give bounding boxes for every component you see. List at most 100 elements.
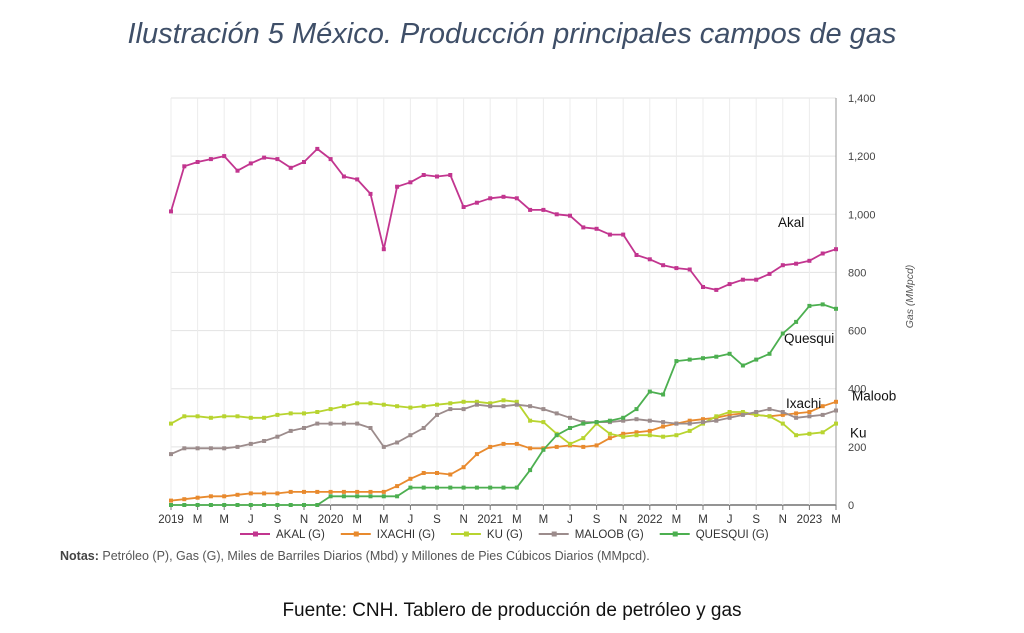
x-tick-label: 2023 xyxy=(797,514,823,526)
data-point xyxy=(169,503,173,507)
data-point xyxy=(288,165,293,170)
data-point xyxy=(767,407,772,412)
x-tick-label: S xyxy=(433,514,441,526)
data-point xyxy=(195,495,200,500)
data-point xyxy=(687,267,692,272)
data-point xyxy=(222,446,227,451)
data-point xyxy=(514,485,519,490)
data-point xyxy=(222,503,227,507)
data-point xyxy=(661,424,666,429)
data-point xyxy=(421,485,426,490)
x-tick-label: M xyxy=(379,514,389,526)
legend-item[interactable]: QUESQUI (G) xyxy=(659,529,769,541)
data-point xyxy=(275,503,280,507)
data-point xyxy=(541,447,546,452)
legend-swatch-marker xyxy=(253,531,258,537)
data-point xyxy=(341,489,346,494)
data-point xyxy=(727,415,732,420)
data-point xyxy=(767,271,772,276)
axes xyxy=(170,98,837,510)
data-point xyxy=(381,402,386,407)
x-tick-label: M xyxy=(352,514,362,526)
y-tick-label: 200 xyxy=(848,442,866,454)
data-point xyxy=(288,489,293,494)
legend-label: MALOOB (G) xyxy=(575,529,644,541)
data-point xyxy=(248,503,253,507)
x-tick-label: 2020 xyxy=(318,514,344,526)
data-point xyxy=(647,257,652,262)
data-point xyxy=(834,399,838,404)
data-point xyxy=(208,503,213,507)
data-point xyxy=(807,431,812,436)
data-point xyxy=(488,485,493,490)
data-point xyxy=(554,212,559,217)
data-point xyxy=(794,411,799,416)
data-point xyxy=(222,494,227,499)
data-point xyxy=(182,497,187,502)
y-tick-label: 600 xyxy=(848,326,866,338)
data-point xyxy=(740,410,745,414)
data-point xyxy=(355,421,360,426)
data-point xyxy=(408,405,413,410)
data-point xyxy=(501,441,506,446)
legend-item[interactable]: IXACHI (G) xyxy=(340,529,435,541)
legend-item[interactable]: AKAL (G) xyxy=(240,529,325,541)
y-tick-label: 400 xyxy=(848,384,866,396)
x-tick-label: 2022 xyxy=(637,514,663,526)
data-point xyxy=(395,184,400,189)
data-point xyxy=(514,196,519,201)
data-point xyxy=(381,247,386,252)
data-point xyxy=(288,411,293,416)
legend-label: AKAL (G) xyxy=(276,529,325,541)
data-point xyxy=(169,209,173,214)
data-point xyxy=(754,357,759,362)
data-point xyxy=(448,485,453,490)
data-point xyxy=(315,146,320,151)
end-label-maloob: Maloob xyxy=(852,389,896,404)
data-point xyxy=(820,251,825,256)
data-point xyxy=(647,433,652,438)
x-tick-label: N xyxy=(619,514,627,526)
data-point xyxy=(302,503,306,507)
data-point xyxy=(222,154,227,159)
data-point xyxy=(328,407,333,412)
data-point xyxy=(435,471,439,475)
data-point xyxy=(687,357,692,362)
x-tick-label: S xyxy=(752,514,760,526)
data-point xyxy=(661,392,666,397)
end-label-quesqui: Quesqui xyxy=(784,331,834,346)
legend-item[interactable]: MALOOB (G) xyxy=(538,529,644,541)
data-point xyxy=(248,491,253,496)
data-point xyxy=(834,306,838,311)
x-tick-label: M xyxy=(512,514,522,526)
x-tick-label: S xyxy=(593,514,601,526)
data-point xyxy=(169,498,173,503)
data-point xyxy=(607,431,612,436)
data-point xyxy=(474,452,479,457)
data-point xyxy=(767,351,772,356)
data-point xyxy=(621,431,626,436)
series-line xyxy=(170,147,837,291)
data-point xyxy=(275,434,280,439)
data-point xyxy=(302,489,306,494)
data-point xyxy=(381,489,386,494)
data-point xyxy=(834,247,838,252)
data-point xyxy=(754,412,759,417)
data-point xyxy=(541,420,546,425)
notes-label: Notas: xyxy=(60,549,99,563)
legend-item[interactable]: KU (G) xyxy=(450,529,523,541)
data-point xyxy=(248,415,253,420)
data-point xyxy=(634,430,639,435)
data-point xyxy=(488,196,493,201)
data-point xyxy=(594,420,599,425)
data-point xyxy=(395,404,400,409)
data-point xyxy=(607,436,612,441)
series-layer xyxy=(169,146,838,507)
data-point xyxy=(275,157,280,162)
data-point xyxy=(528,404,533,409)
data-point xyxy=(740,277,745,282)
source-caption: Fuente: CNH. Tablero de producción de pe… xyxy=(282,600,742,621)
legend-label: IXACHI (G) xyxy=(377,529,435,541)
data-point xyxy=(714,418,719,423)
notes-text: Petróleo (P), Gas (G), Miles de Barriles… xyxy=(102,549,650,563)
